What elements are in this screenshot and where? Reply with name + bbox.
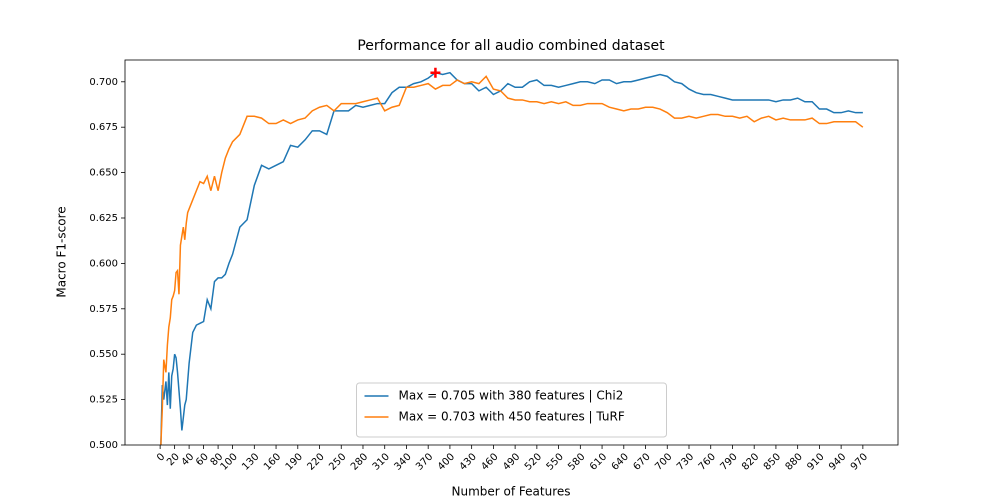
legend-label: Max = 0.705 with 380 features | Chi2 xyxy=(399,389,624,403)
y-tick-label: 0.500 xyxy=(89,440,118,451)
y-tick-label: 0.525 xyxy=(89,395,118,406)
legend-label: Max = 0.703 with 450 features | TuRF xyxy=(399,410,625,424)
y-tick-label: 0.575 xyxy=(89,304,118,315)
y-tick-label: 0.600 xyxy=(89,258,118,269)
x-axis-label: Number of Features xyxy=(452,485,571,499)
plot-frame xyxy=(124,59,899,446)
legend-box xyxy=(356,382,667,438)
max-marker xyxy=(430,67,441,78)
y-tick-label: 0.625 xyxy=(89,213,118,224)
y-tick-label: 0.675 xyxy=(89,122,118,133)
chart-title: Performance for all audio combined datas… xyxy=(357,38,665,54)
data-line xyxy=(160,75,864,445)
y-tick-label: 0.550 xyxy=(89,349,118,360)
y-tick-label: 0.700 xyxy=(89,77,118,88)
y-axis-label: Macro F1-score xyxy=(55,206,69,297)
y-tick-label: 0.650 xyxy=(89,168,118,179)
